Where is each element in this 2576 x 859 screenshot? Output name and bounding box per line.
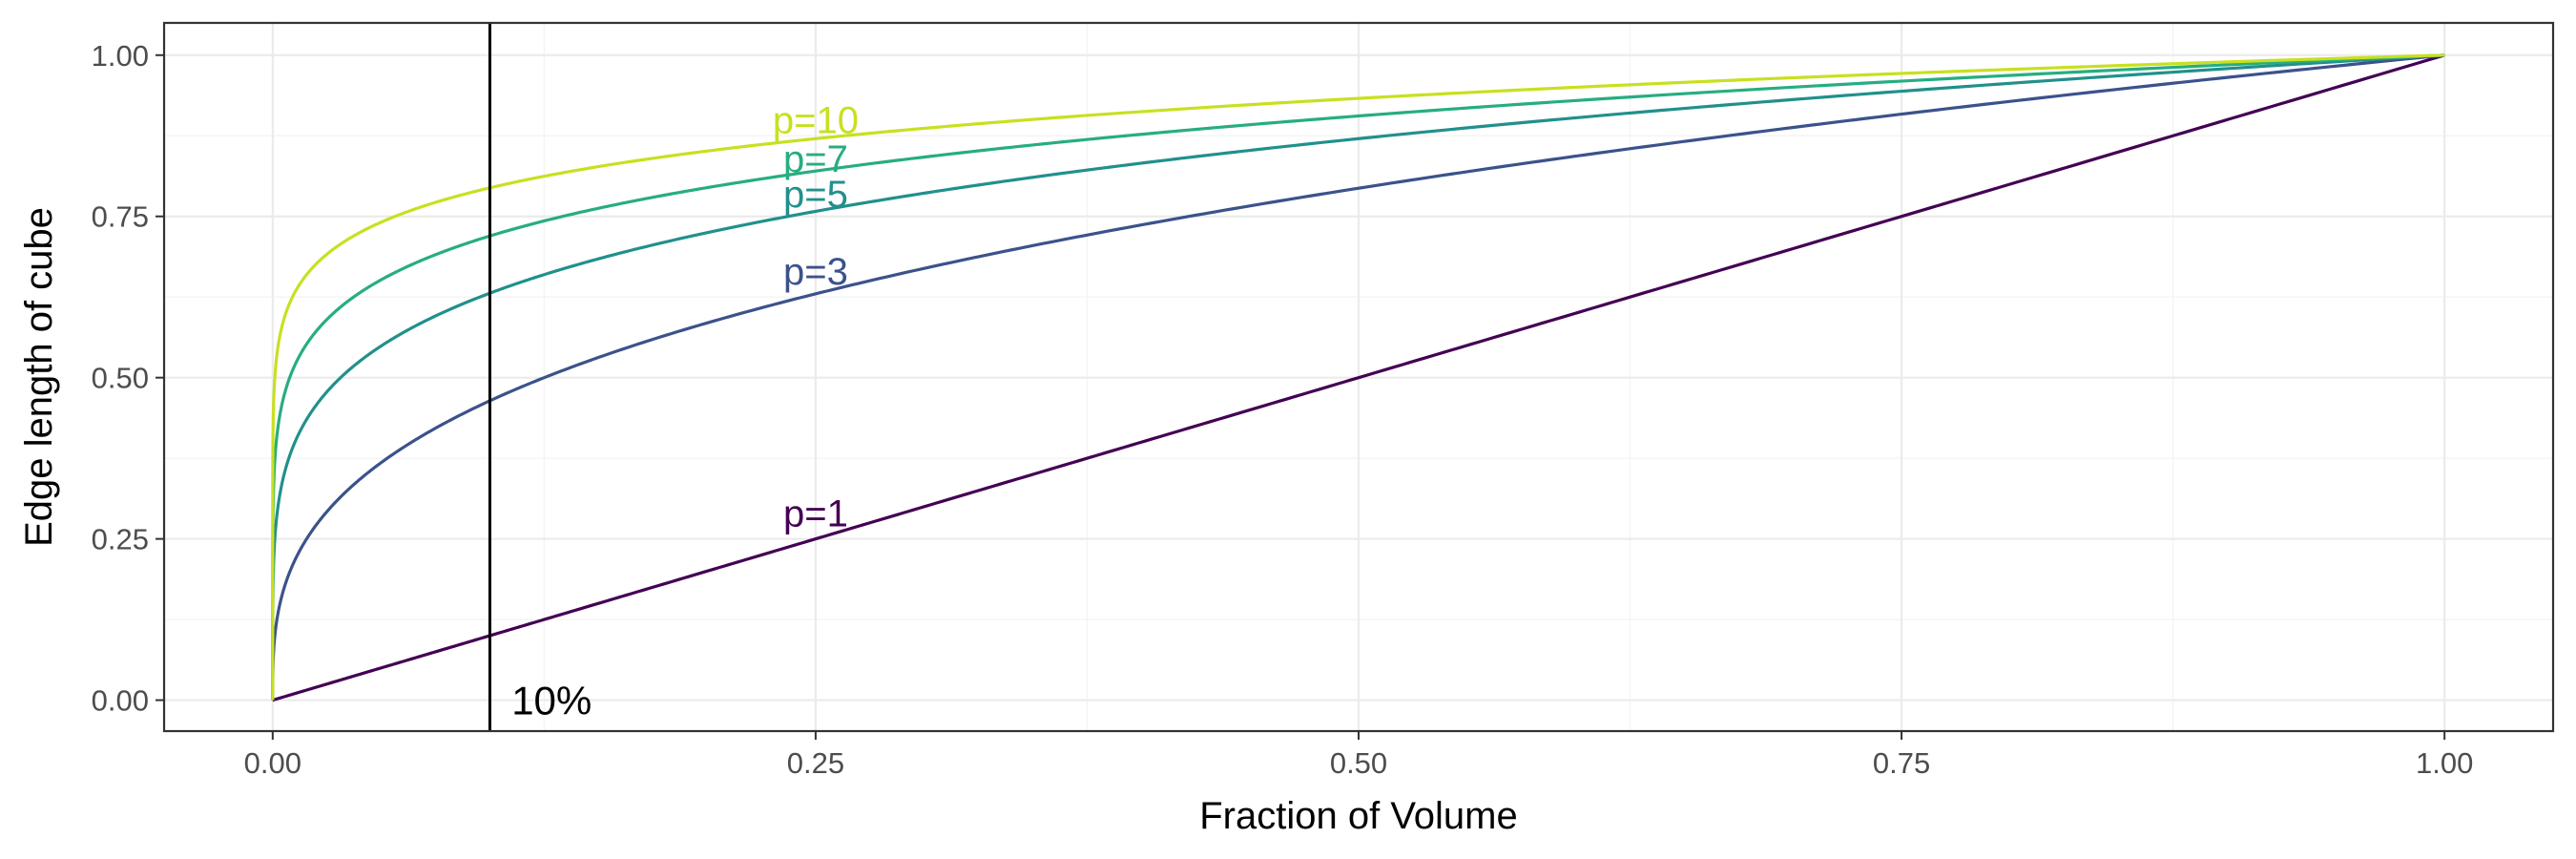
y-tick-label: 0.50: [92, 362, 149, 395]
x-tick-label: 0.00: [244, 746, 301, 780]
x-tick-label: 1.00: [2416, 746, 2473, 780]
series-line-p-7: [271, 53, 2445, 701]
series-line-p-3: [271, 53, 2445, 701]
y-tick-label: 1.00: [92, 39, 149, 73]
y-tick-label: 0.25: [92, 523, 149, 556]
y-tick-label: 0.75: [92, 200, 149, 234]
x-axis-title: Fraction of Volume: [1199, 795, 1518, 837]
series-label-p-10: p=10: [773, 99, 859, 141]
series-label-p-5: p=5: [783, 174, 848, 216]
series-line-p-10: [271, 53, 2445, 701]
series-label-p-7: p=7: [783, 138, 848, 180]
series-labels: p=1 p=3 p=5p=7p=10 10%: [511, 99, 859, 723]
series-label-p-3: p=3: [783, 251, 848, 293]
x-tick-label: 0.75: [1873, 746, 1930, 780]
y-tick-label: 0.00: [92, 684, 149, 718]
series-lines: [271, 53, 2445, 702]
x-tick-label: 0.50: [1330, 746, 1387, 780]
series-line-p-5: [271, 53, 2445, 701]
y-axis-title: Edge length of cube: [18, 207, 60, 547]
series-label-p-1: p=1: [783, 493, 848, 535]
annotation-10pct: 10%: [511, 679, 592, 723]
axis-ticks: 0.00 0.25 0.50 0.75 1.00 0.00 0.25 0.50 0.75 1.00: [92, 39, 2474, 780]
series-line-p-1: [271, 53, 2445, 702]
grid: [164, 23, 2553, 731]
x-tick-label: 0.25: [787, 746, 844, 780]
